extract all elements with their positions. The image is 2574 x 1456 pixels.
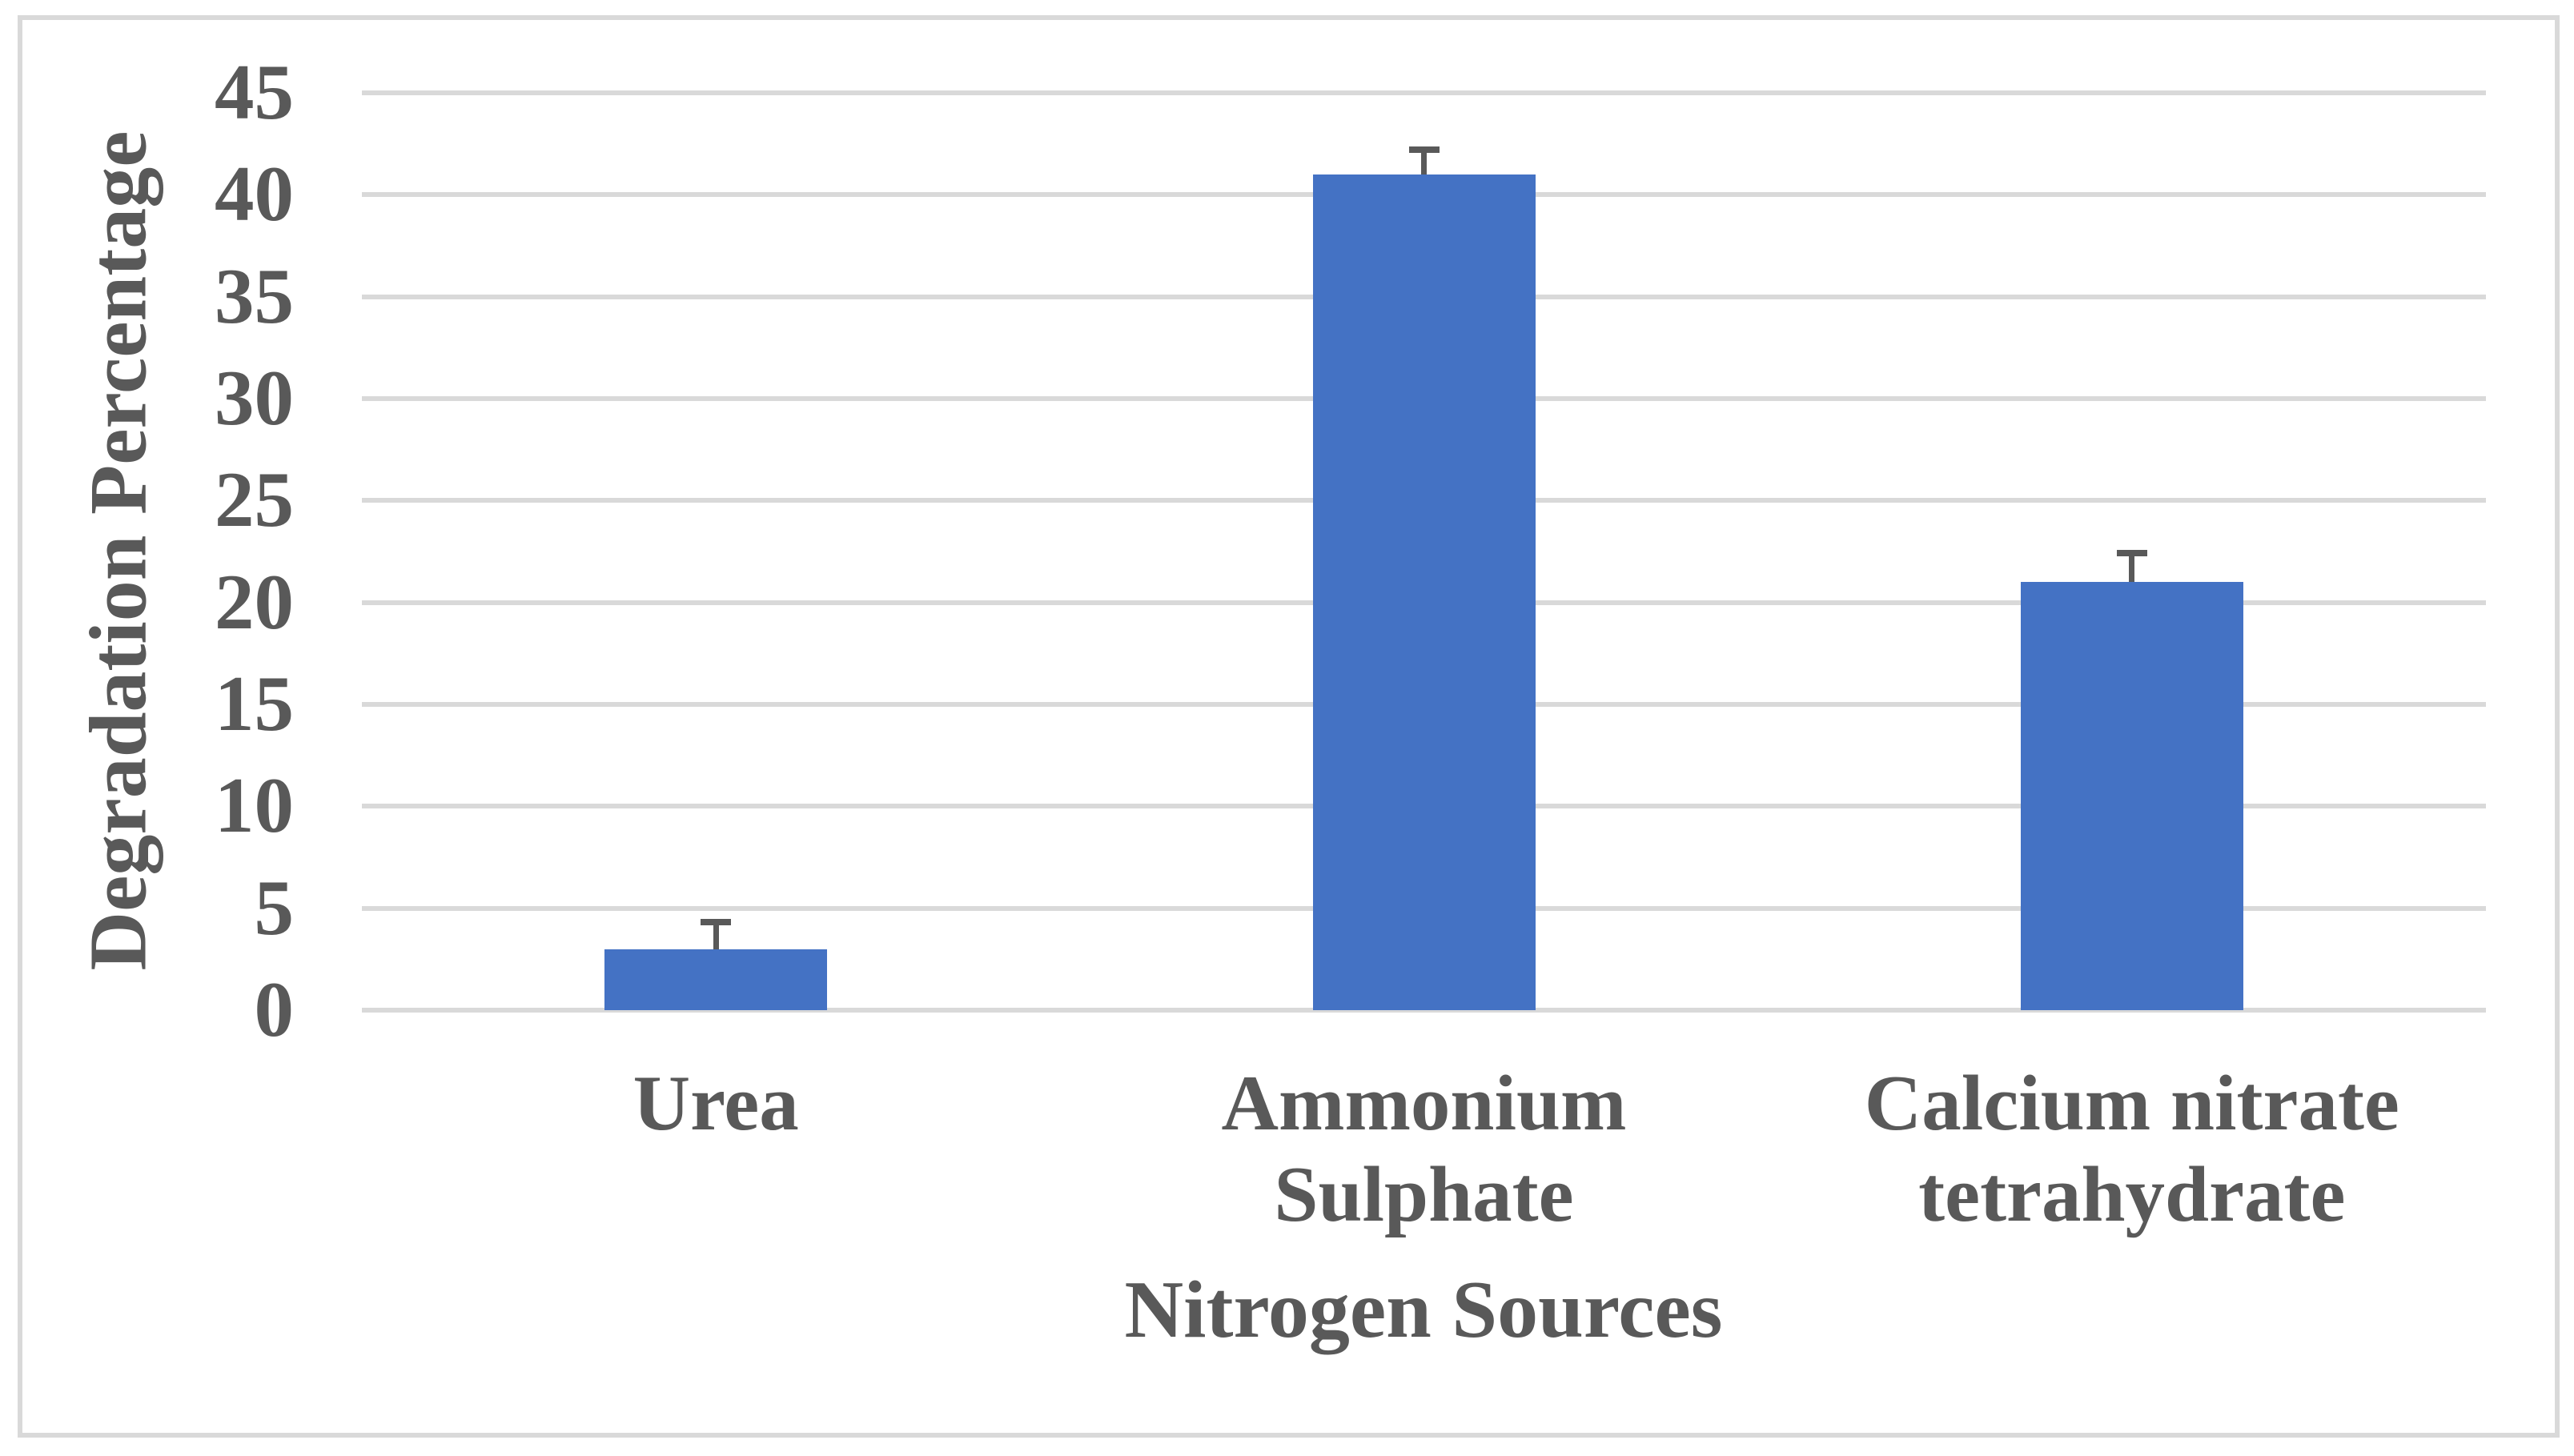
y-axis-title: Degradation Percentage (73, 130, 164, 971)
y-tick-label-45: 45 (215, 48, 294, 136)
y-tick-label-20: 20 (215, 558, 294, 646)
error-bar-whisker-calcium-nitrate-tetrahydrate (2129, 553, 2135, 583)
gridline-45 (362, 90, 2486, 95)
y-tick-label-0: 0 (254, 966, 295, 1053)
error-bar-cap-ammonium-sulphate (1408, 146, 1440, 154)
x-category-label-calcium-nitrate-tetrahydrate: Calcium nitrate tetrahydrate (1864, 1060, 2399, 1238)
bar-urea (604, 949, 828, 1010)
x-axis-title: Nitrogen Sources (1124, 1265, 1723, 1355)
y-tick-label-25: 25 (215, 456, 294, 544)
bar-ammonium-sulphate (1312, 174, 1536, 1010)
x-category-label-urea: Urea (632, 1060, 799, 1147)
gridline-0 (362, 1008, 2486, 1013)
bar-calcium-nitrate-tetrahydrate (2020, 582, 2243, 1010)
error-bar-whisker-ammonium-sulphate (1421, 150, 1427, 174)
y-tick-label-10: 10 (215, 762, 294, 850)
y-tick-label-5: 5 (254, 864, 295, 952)
x-category-label-ammonium-sulphate: Ammonium Sulphate (1221, 1060, 1627, 1238)
y-tick-label-35: 35 (215, 252, 294, 340)
y-tick-label-15: 15 (215, 660, 294, 748)
y-tick-label-30: 30 (215, 354, 294, 442)
error-bar-cap-urea (701, 919, 732, 926)
error-bar-cap-calcium-nitrate-tetrahydrate (2116, 550, 2147, 557)
y-tick-label-40: 40 (215, 150, 294, 239)
error-bar-whisker-urea (713, 922, 719, 949)
